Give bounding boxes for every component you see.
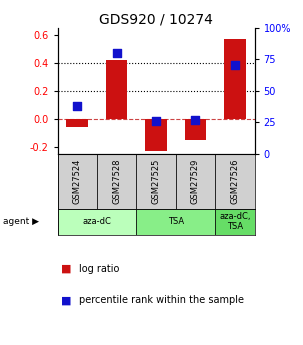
Title: GDS920 / 10274: GDS920 / 10274 [99, 12, 213, 27]
Text: GSM27526: GSM27526 [230, 159, 239, 204]
Text: GSM27528: GSM27528 [112, 159, 121, 204]
Bar [215, 154, 255, 209]
Text: GSM27529: GSM27529 [191, 159, 200, 204]
Bar [58, 154, 97, 209]
Text: ■: ■ [61, 264, 71, 274]
Bar [145, 119, 167, 151]
Bar [136, 209, 215, 235]
Text: percentile rank within the sample: percentile rank within the sample [79, 295, 244, 305]
Point [154, 118, 158, 124]
Point [114, 50, 119, 56]
Bar [185, 119, 206, 140]
Bar [224, 39, 246, 119]
Text: agent ▶: agent ▶ [3, 217, 39, 226]
Bar [66, 119, 88, 127]
Text: GSM27525: GSM27525 [152, 159, 161, 204]
Text: ■: ■ [61, 295, 71, 305]
Point [75, 103, 80, 109]
Text: aza-dC: aza-dC [82, 217, 112, 226]
Text: TSA: TSA [168, 217, 184, 226]
Bar [97, 154, 136, 209]
Point [232, 63, 237, 68]
Bar [58, 209, 136, 235]
Point [193, 117, 198, 122]
Text: aza-dC,
TSA: aza-dC, TSA [219, 212, 251, 231]
Bar [106, 60, 128, 119]
Bar [176, 154, 215, 209]
Bar [215, 209, 255, 235]
Text: GSM27524: GSM27524 [73, 159, 82, 204]
Bar [136, 154, 176, 209]
Text: log ratio: log ratio [79, 264, 119, 274]
